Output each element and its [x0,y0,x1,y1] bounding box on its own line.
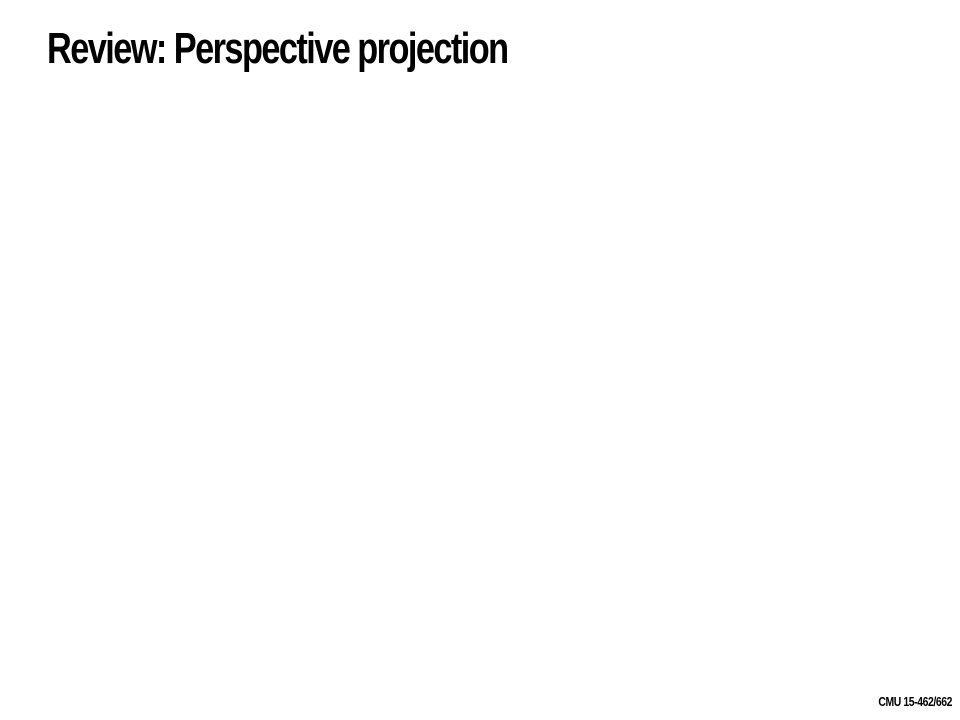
slide-title: Review: Perspective projection [47,24,509,73]
course-footer: CMU 15-462/662 [878,694,952,709]
